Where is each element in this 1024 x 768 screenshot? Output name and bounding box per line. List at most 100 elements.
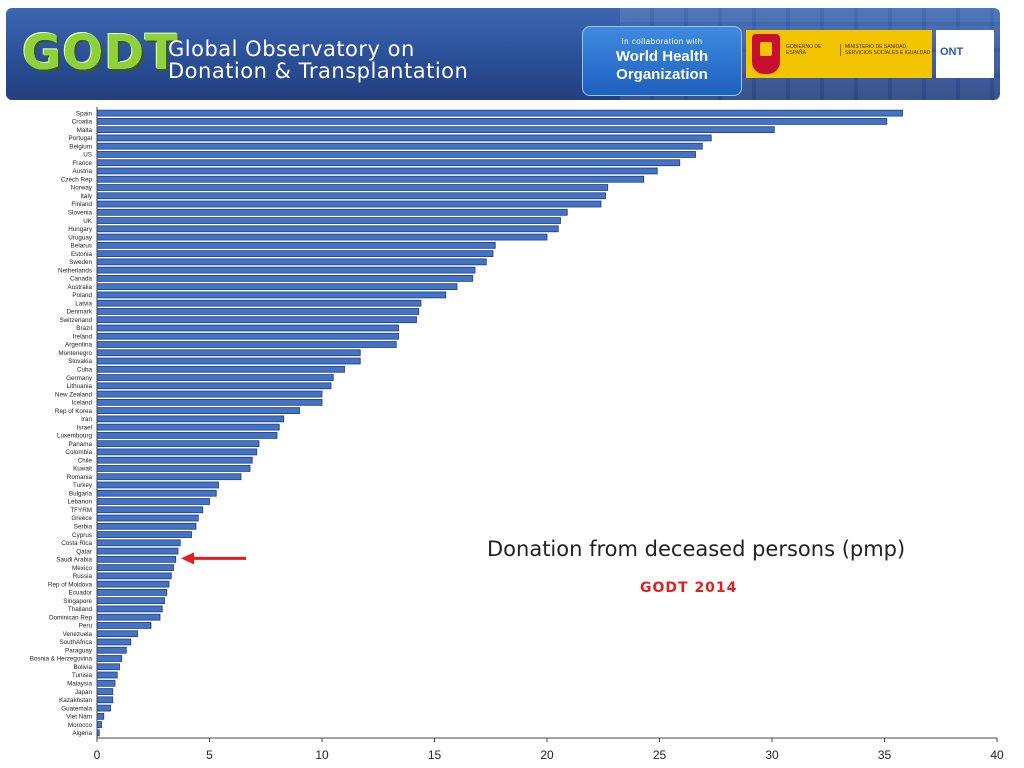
category-label: Uruguay — [68, 234, 93, 241]
category-label: Guatemala — [61, 705, 92, 712]
bar-lebanon — [96, 498, 210, 505]
category-label: Iceland — [72, 400, 93, 407]
godt-logo: GODT — [22, 25, 179, 81]
bar-portugal — [96, 134, 712, 142]
bar-costa-rica — [96, 539, 181, 547]
category-label: Singapore — [63, 598, 92, 605]
who-logo-box: In collaboration with World Health Organ… — [582, 26, 742, 96]
bar-argentina — [96, 341, 397, 348]
who-name-line1: World Health — [615, 48, 709, 65]
category-label: France — [72, 160, 92, 167]
category-label: SouthAfrica — [59, 639, 92, 646]
spain-gov-logo: GOBIERNO DE ESPAÑA MINISTERIO DE SANIDAD… — [746, 30, 932, 78]
category-label: Portugal — [69, 135, 92, 142]
category-label: Israel — [77, 424, 92, 431]
bar-saudi-arabia — [96, 555, 177, 563]
observatory-title: Global Observatory on Donation & Transpl… — [168, 38, 468, 82]
bar-luxembourg — [96, 432, 278, 439]
bar-turkey — [96, 481, 219, 489]
bar-estonia — [96, 250, 494, 257]
who-collab-text: In collaboration with — [621, 37, 703, 46]
category-label: Costa Rica — [61, 540, 92, 547]
category-label: Ecuador — [69, 590, 92, 597]
bar-denmark — [96, 308, 420, 315]
bar-dominican-rep — [96, 613, 161, 621]
category-label: Venezuela — [63, 631, 93, 638]
header-banner: GODT Global Observatory on Donation & Tr… — [6, 8, 1000, 100]
bar-thailand — [96, 605, 163, 613]
bar-cuba — [96, 365, 345, 373]
bar-croatia — [96, 118, 888, 125]
category-label: Chile — [78, 457, 93, 464]
bar-bulgaria — [96, 489, 217, 497]
x-tick-label: 30 — [765, 748, 779, 762]
bar-russia — [96, 572, 172, 580]
bar-uk — [96, 217, 561, 224]
category-label: Tunisia — [72, 672, 93, 679]
bar-rep-of-korea — [96, 407, 300, 414]
axes-group — [96, 107, 998, 742]
observatory-title-line1: Global Observatory on — [168, 37, 415, 61]
category-label: Sweden — [69, 259, 92, 266]
bar-romania — [96, 473, 242, 481]
bar-brazil — [96, 324, 399, 332]
bar-australia — [96, 283, 458, 291]
category-label: Norway — [71, 185, 93, 192]
category-label: Thailand — [68, 606, 93, 613]
bar-tunisia — [96, 671, 118, 679]
x-tick-label: 15 — [428, 748, 442, 762]
tick-labels-group: 0 5 10 15 20 25 30 35 40 — [94, 748, 1004, 762]
category-label: Algeria — [72, 730, 92, 737]
bar-panama — [96, 440, 260, 448]
bar-slovenia — [96, 208, 568, 216]
bar-chile — [96, 456, 253, 464]
bar-ecuador — [96, 589, 168, 596]
category-label: Malta — [77, 127, 93, 134]
category-label: Bulgaria — [69, 490, 93, 497]
bar-hungary — [96, 225, 559, 233]
category-label: Poland — [72, 292, 92, 299]
bar-malaysia — [96, 679, 116, 687]
category-label: Argentina — [65, 342, 92, 349]
bar-uruguay — [96, 233, 548, 241]
gov-text: GOBIERNO DE ESPAÑA — [786, 44, 822, 56]
category-label: Slovenia — [68, 209, 93, 216]
category-label: Spain — [76, 110, 93, 117]
bar-new-zealand — [96, 390, 323, 398]
bar-italy — [96, 192, 606, 200]
category-label: Morocco — [68, 722, 93, 729]
bar-sweden — [96, 258, 487, 266]
category-label: Dominican Rep — [49, 614, 93, 621]
bar-qatar — [96, 547, 179, 555]
bar-poland — [96, 291, 447, 299]
bar-bosnia-herzegovina — [96, 655, 123, 662]
category-label: Slovakia — [68, 358, 92, 365]
bar-netherlands — [96, 266, 476, 274]
bar-montenegro — [96, 349, 361, 357]
spain-crest-icon — [752, 34, 780, 74]
chart-source-label: GODT 2014 — [640, 580, 738, 596]
bar-japan — [96, 688, 114, 695]
bar-slovakia — [96, 357, 361, 365]
ont-logo: ONT — [936, 30, 994, 78]
category-label: Finland — [71, 201, 92, 208]
category-label: Greece — [71, 515, 92, 522]
category-label: Rep of Korea — [55, 408, 93, 415]
category-label: Saudi Arabia — [56, 557, 92, 564]
bar-lithuania — [96, 382, 332, 390]
category-label: Netherlands — [58, 267, 92, 274]
category-label: Montenegro — [58, 350, 92, 357]
bar-rep-of-moldova — [96, 580, 170, 588]
bar-czech-rep — [96, 175, 645, 183]
category-label: Czech Rep — [61, 176, 93, 183]
bars-group — [96, 109, 903, 737]
category-label: Malaysia — [67, 680, 92, 687]
category-label: Viet Nam — [66, 714, 92, 721]
category-label: Bosnia & Herzegovina — [30, 656, 93, 663]
x-tick-label: 40 — [990, 748, 1004, 762]
category-label: Cuba — [77, 366, 93, 373]
category-label: Peru — [79, 623, 93, 630]
bar-venezuela — [96, 630, 138, 638]
bar-cyprus — [96, 531, 192, 538]
